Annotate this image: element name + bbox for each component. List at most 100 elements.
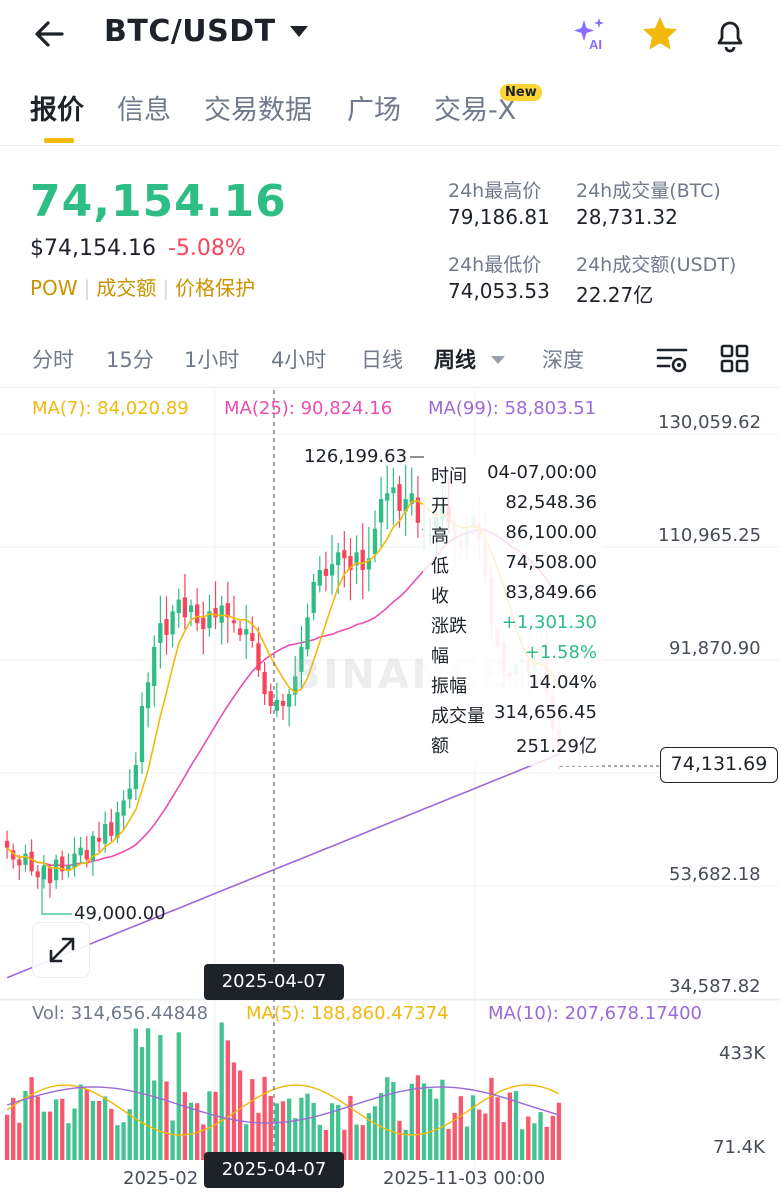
- star-icon[interactable]: [640, 14, 680, 54]
- volume-bar: [219, 1022, 224, 1160]
- tooltip-row: 成交量 314,656.45: [431, 702, 597, 727]
- candle-body: [53, 859, 59, 881]
- volume-bar: [556, 1102, 562, 1160]
- ma99-line: [6, 753, 560, 979]
- volume-tick: 433K: [719, 1043, 766, 1064]
- candle-body: [152, 646, 157, 687]
- volume-bar: [489, 1077, 494, 1160]
- volume-bar: [329, 1103, 335, 1160]
- volume-bar: [440, 1079, 445, 1160]
- stat-vol-btc-label: 24h成交量(BTC): [576, 180, 721, 202]
- volume-bar: [115, 1125, 120, 1160]
- interval-depth[interactable]: 深度: [542, 348, 584, 372]
- candle-body: [280, 700, 286, 706]
- volume-ma5-legend: MA(5): 188,860.47374: [246, 1003, 449, 1024]
- tab-trade-x[interactable]: 交易-X: [434, 95, 517, 126]
- volume-ma10-legend: MA(10): 207,678.17400: [488, 1003, 702, 1024]
- price-tick: 130,059.62: [658, 412, 762, 433]
- volume-bar: [342, 1129, 347, 1160]
- interval-15m[interactable]: 15分: [106, 348, 154, 372]
- layout-grid-icon[interactable]: [720, 344, 750, 374]
- candle-body: [164, 619, 169, 636]
- volume-bar: [158, 1034, 163, 1160]
- pair-dropdown-icon[interactable]: [290, 26, 308, 37]
- back-arrow-icon[interactable]: [28, 14, 72, 54]
- tab-square[interactable]: 广场: [347, 95, 401, 126]
- interval-4h[interactable]: 4小时: [271, 348, 327, 372]
- tooltip-row: 高 86,100.00: [431, 522, 597, 547]
- volume-bar: [317, 1124, 322, 1160]
- candle-body: [182, 597, 188, 618]
- interval-tabs: 分时 15分 1小时 4小时 日线 周线 深度: [0, 332, 781, 388]
- interval-1h[interactable]: 1小时: [184, 348, 240, 372]
- volume-bar: [538, 1112, 543, 1160]
- volume-bar: [403, 1129, 408, 1160]
- volume-bar: [29, 1077, 34, 1160]
- tag-turnover[interactable]: 成交额: [96, 276, 157, 300]
- volume-bar: [513, 1091, 519, 1160]
- candle-body: [354, 552, 359, 566]
- tab-quote[interactable]: 报价: [30, 95, 84, 126]
- price-tick: 34,587.82: [669, 976, 761, 997]
- volume-bar: [170, 1120, 175, 1160]
- candle-body: [323, 568, 329, 576]
- candle-body: [342, 550, 347, 559]
- volume-bar: [262, 1076, 267, 1160]
- candle-body: [35, 871, 40, 878]
- ai-sparkle-icon[interactable]: AI: [570, 14, 610, 54]
- tooltip-row: 涨跌 +1,301.30: [431, 612, 597, 637]
- candlestick-chart[interactable]: [0, 390, 781, 1200]
- interval-1w[interactable]: 周线: [434, 348, 476, 372]
- volume-bar: [11, 1097, 16, 1160]
- volume-tick: 71.4K: [713, 1137, 765, 1158]
- stat-low-value: 74,053.53: [448, 279, 550, 303]
- volume-bar: [477, 1109, 482, 1160]
- candle-body: [145, 682, 151, 709]
- candle-body: [115, 812, 120, 838]
- candle-body: [237, 628, 243, 636]
- candle-body: [207, 611, 212, 629]
- high-marker-label: 126,199.63: [304, 446, 408, 467]
- current-price-tag[interactable]: 74,131.69: [660, 747, 778, 783]
- volume-bar: [305, 1093, 310, 1160]
- candle-body: [360, 549, 365, 571]
- candle-body: [127, 788, 132, 800]
- volume-bar: [495, 1097, 500, 1160]
- price-tick: 53,682.18: [669, 864, 761, 885]
- tab-info[interactable]: 信息: [117, 95, 171, 126]
- bell-icon[interactable]: [710, 14, 750, 54]
- low-marker-line: [41, 868, 72, 915]
- candle-body: [133, 764, 138, 790]
- candle-body: [188, 605, 194, 613]
- volume-bar: [127, 1109, 132, 1160]
- volume-bar: [4, 1114, 10, 1160]
- tab-trading-data[interactable]: 交易数据: [204, 95, 312, 126]
- interval-time[interactable]: 分时: [32, 348, 74, 372]
- interval-dropdown-icon[interactable]: [491, 356, 505, 364]
- volume-bar: [225, 1040, 230, 1160]
- volume-bar: [415, 1075, 421, 1160]
- volume-bar: [274, 1103, 280, 1160]
- volume-bar: [60, 1098, 65, 1160]
- volume-bar: [268, 1096, 273, 1160]
- volume-bar: [145, 1028, 151, 1160]
- volume-bar: [182, 1092, 188, 1160]
- tooltip-row: 开 82,548.36: [431, 492, 597, 517]
- candle-body: [391, 487, 396, 494]
- tag-pow[interactable]: POW: [30, 276, 78, 300]
- tag-list: POW | 成交额 | 价格保护: [30, 276, 256, 300]
- candle-body: [195, 604, 200, 624]
- tooltip-row: 振幅 14.04%: [431, 672, 597, 697]
- tag-price-protection[interactable]: 价格保护: [175, 276, 256, 300]
- volume-bar: [293, 1118, 298, 1160]
- pair-title[interactable]: BTC/USDT: [104, 14, 276, 49]
- candle-body: [409, 493, 414, 504]
- expand-chart-icon[interactable]: [32, 922, 90, 978]
- interval-1d[interactable]: 日线: [361, 348, 403, 372]
- candle-body: [78, 847, 83, 856]
- volume-bar: [47, 1111, 53, 1160]
- candle-body: [372, 528, 378, 555]
- chart-settings-icon[interactable]: [655, 344, 689, 376]
- candle-body: [201, 617, 206, 630]
- candle-body: [250, 633, 255, 641]
